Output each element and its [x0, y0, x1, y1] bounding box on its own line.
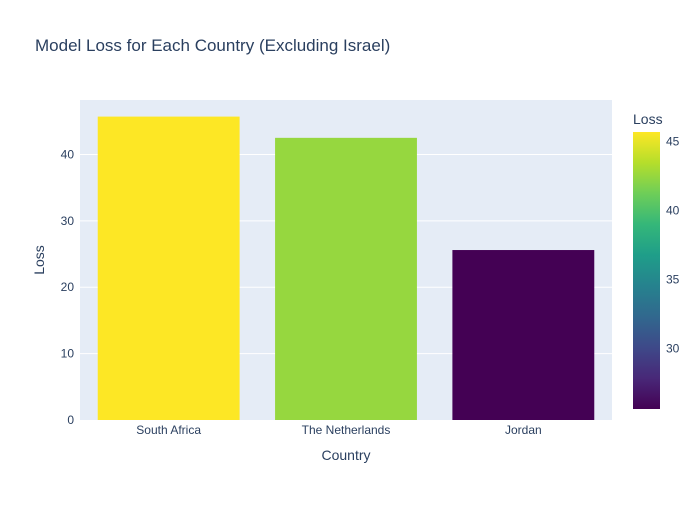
colorbar — [633, 132, 660, 409]
bar[interactable] — [275, 137, 417, 420]
y-tick-label: 30 — [61, 214, 75, 228]
y-tick-label: 20 — [61, 280, 75, 294]
colorbar-tick-label: 40 — [666, 204, 680, 218]
bar[interactable] — [452, 250, 595, 420]
colorbar-title: Loss — [633, 111, 663, 127]
y-tick-label: 40 — [61, 147, 75, 161]
x-tick-label: The Netherlands — [302, 423, 391, 437]
x-tick-label: Jordan — [505, 423, 542, 437]
x-tick-label: South Africa — [136, 423, 201, 437]
y-tick-label: 10 — [61, 347, 75, 361]
colorbar-tick-label: 35 — [666, 272, 680, 286]
bars — [97, 116, 595, 421]
colorbar-ticks: 30 35 40 45 — [666, 135, 680, 356]
chart-title: Model Loss for Each Country (Excluding I… — [35, 36, 390, 55]
colorbar-tick-label: 45 — [666, 135, 680, 149]
y-axis-ticks: 0 10 20 30 40 — [61, 147, 75, 427]
x-axis-title: Country — [321, 447, 370, 463]
colorbar-tick-label: 30 — [666, 341, 680, 355]
y-axis-title: Loss — [31, 245, 47, 275]
y-tick-label: 0 — [67, 413, 74, 427]
bar[interactable] — [97, 116, 240, 421]
x-axis-ticks: South Africa The Netherlands Jordan — [136, 423, 541, 437]
